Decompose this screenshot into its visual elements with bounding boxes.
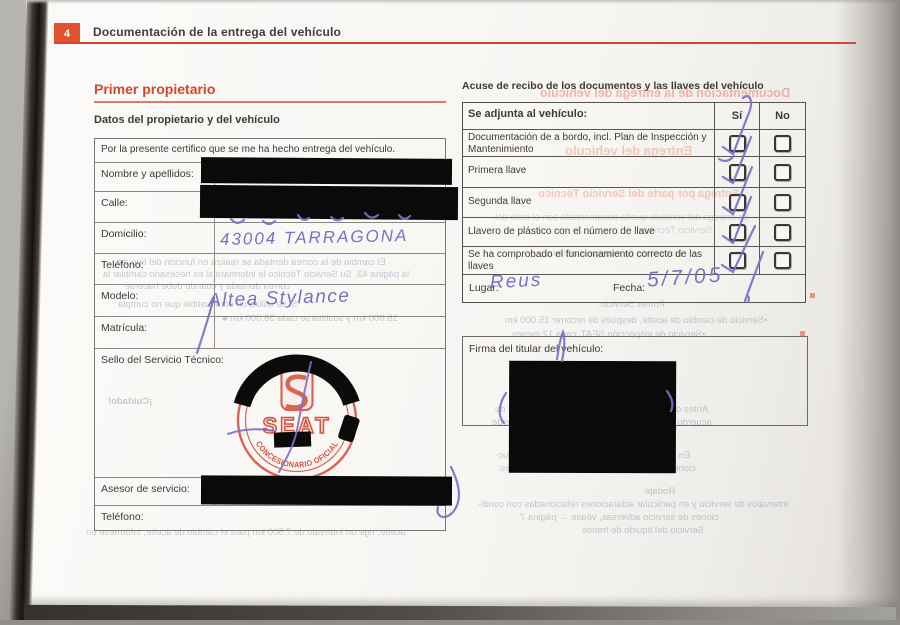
- stamp-redaction-marks: [233, 354, 360, 448]
- handwriting-domicilio: 43004 TARRAGONA: [219, 226, 409, 249]
- section-title-primer-propietario: Primer propietario: [94, 81, 216, 97]
- redaction-box-firma: [508, 360, 677, 474]
- receipt-row-label: Segunda llave: [463, 188, 715, 217]
- ghost-bullet: [810, 293, 815, 298]
- yes-cell: [715, 130, 760, 156]
- no-checkbox: [774, 134, 791, 152]
- place-label: Lugar:: [469, 282, 499, 294]
- handwriting-place: Reus: [489, 269, 543, 294]
- form-row-matricula: Matrícula:: [95, 317, 445, 349]
- section-title-acuse: Acuse de recibo de los documentos y las …: [462, 80, 764, 92]
- no-cell: [760, 247, 805, 274]
- ghost-text: Servicio del líquido de frenos: [582, 525, 704, 536]
- receipt-row-label: Primera llave: [463, 157, 715, 187]
- receipt-row: Segunda llave: [463, 188, 805, 218]
- form-row-telefono2: Teléfono:: [95, 506, 445, 531]
- subsection-title-datos: Datos del propietario y del vehículo: [94, 114, 280, 126]
- yes-checkbox: [728, 252, 746, 269]
- receipt-row: Llavero de plástico con el número de lla…: [463, 218, 805, 247]
- no-cell: [760, 157, 805, 187]
- no-checkbox: [774, 163, 791, 181]
- ghost-bullet: [800, 331, 805, 336]
- field-label: Asesor de servicio:: [95, 478, 215, 505]
- page-fold-shadow: [836, 0, 900, 625]
- yes-checkbox: [728, 223, 746, 241]
- redaction-box-nombre: [200, 157, 453, 185]
- redaction-blob: [338, 414, 360, 443]
- yes-checkbox: [728, 163, 746, 181]
- field-value-area: [215, 254, 445, 284]
- yes-checkbox: [728, 194, 746, 211]
- page-top-edge: [24, 0, 900, 4]
- page-number-badge: 4: [54, 23, 80, 44]
- no-cell: [760, 218, 805, 246]
- header-rule: [54, 42, 856, 44]
- receipt-row: Primera llave: [463, 157, 805, 188]
- signature-label: Firma del titular del vehículo:: [469, 343, 604, 355]
- field-label: Teléfono:: [95, 254, 215, 284]
- pen-signature-over-stamp: [227, 361, 312, 473]
- no-cell: [760, 188, 805, 217]
- yes-cell: [715, 188, 760, 217]
- field-label: Modelo:: [95, 285, 215, 316]
- field-label: Sello del Servicio Técnico:: [101, 354, 224, 366]
- receipt-row-label: Se ha comprobado el funcionamiento corre…: [463, 247, 715, 274]
- no-checkbox: [774, 223, 791, 241]
- no-cell: [760, 130, 805, 156]
- field-label: Domicilio:: [95, 223, 215, 253]
- dealer-stamp: SEAT CONCESIONARIO OFICIAL: [227, 354, 360, 481]
- form-row-telefono: Teléfono:: [95, 254, 445, 285]
- receipt-header-row: Se adjunta al vehículo: Sí No: [463, 103, 805, 130]
- date-label: Fecha:: [613, 282, 646, 294]
- receipt-row: Documentación de a bordo, incl. Plan de …: [463, 130, 805, 157]
- form-row-domicilio: Domicilio:: [95, 223, 445, 254]
- field-value-area: [215, 317, 445, 348]
- no-checkbox: [774, 252, 791, 269]
- ghost-text: Intervalos de servicio y en particular a…: [478, 499, 789, 510]
- place-date-row: Lugar: Fecha:: [463, 275, 805, 302]
- page-title: Documentación de la entrega del vehículo: [93, 25, 342, 39]
- redaction-arc: [233, 354, 360, 408]
- certify-text: Por la presente certifico que se me ha h…: [101, 144, 396, 155]
- redaction-dealer-name: [273, 431, 312, 448]
- column-header-no: No: [775, 110, 790, 122]
- no-checkbox: [774, 194, 791, 211]
- redaction-box-asesor: [200, 475, 453, 506]
- field-label: Matrícula:: [95, 317, 215, 348]
- page-number: 4: [63, 27, 71, 40]
- column-header-item: Se adjunta al vehículo:: [463, 103, 715, 129]
- field-label: Nombre y apellidos:: [95, 163, 215, 191]
- yes-checkbox: [728, 134, 746, 152]
- scanner-background-bottom: [0, 620, 900, 625]
- yes-cell: [715, 157, 760, 187]
- field-label: Teléfono:: [101, 511, 144, 523]
- receipt-row-label: Llavero de plástico con el número de lla…: [463, 218, 715, 246]
- receipt-row-label: Documentación de a bordo, incl. Plan de …: [463, 130, 715, 156]
- field-label: Calle:: [95, 192, 215, 222]
- redaction-box-calle: [199, 184, 459, 221]
- yes-cell: [715, 218, 760, 246]
- column-header-yes: Sí: [715, 103, 760, 129]
- ghost-text: ciones de servicio adversas, véase → pág…: [520, 512, 719, 523]
- section-underline: [94, 101, 446, 103]
- ghost-text: Rodaje: [645, 486, 676, 497]
- ghost-text: •Servicio de cambio de aceite, después d…: [505, 315, 768, 326]
